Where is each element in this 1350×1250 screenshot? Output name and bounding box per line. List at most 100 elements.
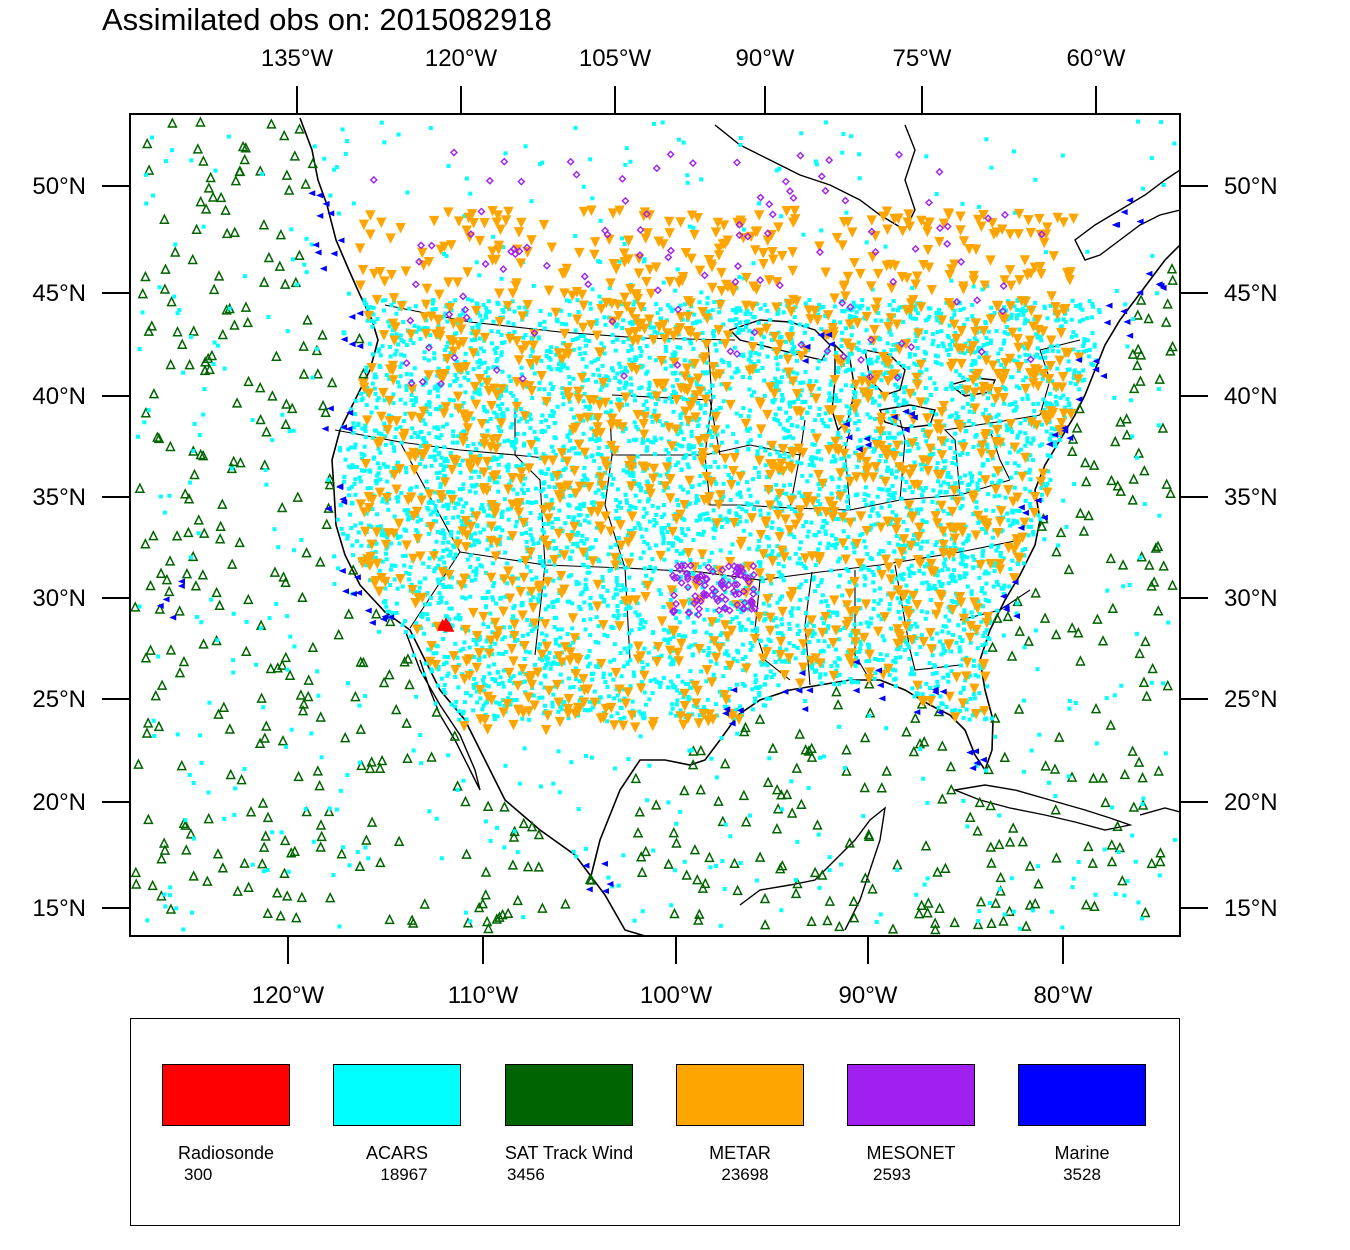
acars-marker bbox=[838, 320, 843, 325]
sat-track-wind-marker bbox=[165, 358, 176, 370]
acars-marker bbox=[798, 380, 803, 385]
acars-marker bbox=[513, 413, 518, 418]
acars-marker bbox=[758, 563, 763, 568]
acars-marker bbox=[702, 410, 707, 415]
sat-track-wind-marker bbox=[191, 223, 202, 235]
acars-marker bbox=[905, 528, 910, 533]
acars-marker bbox=[519, 487, 524, 492]
acars-marker bbox=[983, 321, 988, 326]
acars-marker bbox=[443, 311, 448, 316]
acars-marker bbox=[496, 425, 501, 430]
acars-marker bbox=[889, 626, 894, 631]
acars-marker bbox=[436, 452, 441, 457]
acars-marker bbox=[782, 435, 787, 440]
acars-marker bbox=[407, 577, 412, 582]
sat-track-wind-marker bbox=[1067, 445, 1078, 456]
acars-marker bbox=[356, 423, 361, 428]
sat-track-wind-marker bbox=[831, 685, 842, 697]
acars-marker bbox=[872, 347, 877, 352]
acars-marker bbox=[940, 341, 945, 346]
acars-marker bbox=[907, 573, 912, 578]
acars-marker bbox=[547, 559, 552, 564]
acars-marker bbox=[764, 696, 769, 701]
acars-marker bbox=[580, 357, 585, 362]
sat-track-wind-marker bbox=[263, 251, 275, 263]
acars-marker bbox=[615, 322, 620, 327]
acars-marker bbox=[460, 486, 465, 491]
acars-marker bbox=[488, 416, 493, 421]
acars-marker bbox=[491, 365, 496, 370]
acars-marker bbox=[553, 641, 558, 646]
acars-marker bbox=[436, 498, 441, 503]
acars-marker bbox=[887, 487, 892, 492]
acars-marker bbox=[475, 523, 480, 528]
sat-track-wind-marker bbox=[1089, 900, 1100, 911]
acars-marker bbox=[1023, 352, 1028, 357]
acars-marker bbox=[970, 614, 975, 619]
acars-marker bbox=[976, 520, 981, 525]
acars-marker bbox=[890, 483, 895, 488]
acars-marker bbox=[877, 403, 882, 408]
acars-marker bbox=[729, 476, 734, 481]
acars-marker bbox=[453, 379, 458, 384]
acars-marker bbox=[480, 318, 485, 323]
acars-marker bbox=[484, 605, 489, 610]
acars-marker bbox=[742, 683, 747, 688]
acars-marker bbox=[577, 698, 582, 703]
acars-marker bbox=[543, 607, 548, 612]
acars-marker bbox=[495, 480, 500, 485]
acars-marker bbox=[704, 360, 709, 365]
acars-marker bbox=[907, 645, 912, 650]
acars-marker bbox=[488, 611, 493, 616]
acars-marker bbox=[979, 619, 984, 624]
acars-marker bbox=[442, 536, 447, 541]
acars-marker bbox=[1081, 349, 1086, 354]
acars-marker bbox=[611, 613, 616, 618]
acars-marker bbox=[757, 691, 762, 696]
sat-track-wind-marker bbox=[336, 848, 347, 859]
acars-marker bbox=[963, 564, 968, 569]
acars-marker bbox=[540, 695, 545, 700]
acars-marker bbox=[948, 384, 953, 389]
acars-marker bbox=[542, 387, 547, 392]
acars-marker bbox=[628, 504, 633, 509]
acars-marker bbox=[558, 704, 563, 709]
sat-track-wind-marker bbox=[1155, 847, 1166, 858]
sat-track-wind-marker bbox=[998, 915, 1009, 926]
sat-track-wind-marker bbox=[212, 848, 224, 859]
map-title: Assimilated obs on: 2015082918 bbox=[102, 2, 552, 37]
acars-marker bbox=[617, 387, 622, 392]
acars-marker bbox=[511, 614, 516, 619]
acars-marker bbox=[686, 502, 691, 507]
acars-marker bbox=[350, 543, 355, 548]
acars-marker bbox=[621, 468, 626, 473]
acars-marker bbox=[833, 393, 838, 398]
acars-marker bbox=[989, 430, 994, 435]
acars-marker bbox=[963, 524, 968, 529]
sat-track-wind-marker bbox=[255, 381, 266, 393]
acars-marker bbox=[912, 460, 917, 465]
acars-marker bbox=[673, 511, 678, 516]
acars-marker bbox=[852, 550, 857, 555]
acars-marker bbox=[640, 660, 645, 665]
acars-marker bbox=[755, 686, 760, 691]
acars-marker bbox=[989, 305, 994, 310]
acars-marker bbox=[1010, 430, 1015, 435]
sat-track-wind-marker bbox=[1051, 852, 1062, 863]
acars-marker bbox=[684, 453, 689, 458]
sat-track-wind-marker bbox=[285, 847, 297, 858]
acars-marker bbox=[925, 317, 930, 322]
acars-marker bbox=[876, 657, 881, 662]
acars-marker bbox=[694, 518, 699, 523]
acars-marker bbox=[486, 299, 491, 304]
acars-marker bbox=[887, 602, 892, 607]
acars-marker bbox=[697, 482, 702, 487]
acars-marker bbox=[978, 666, 983, 671]
sat-track-wind-marker bbox=[1051, 545, 1062, 557]
acars-marker bbox=[394, 601, 399, 606]
sat-track-wind-marker bbox=[277, 734, 289, 746]
acars-marker bbox=[779, 528, 784, 533]
acars-marker bbox=[568, 685, 573, 690]
acars-marker bbox=[984, 628, 989, 633]
acars-marker bbox=[673, 684, 678, 689]
